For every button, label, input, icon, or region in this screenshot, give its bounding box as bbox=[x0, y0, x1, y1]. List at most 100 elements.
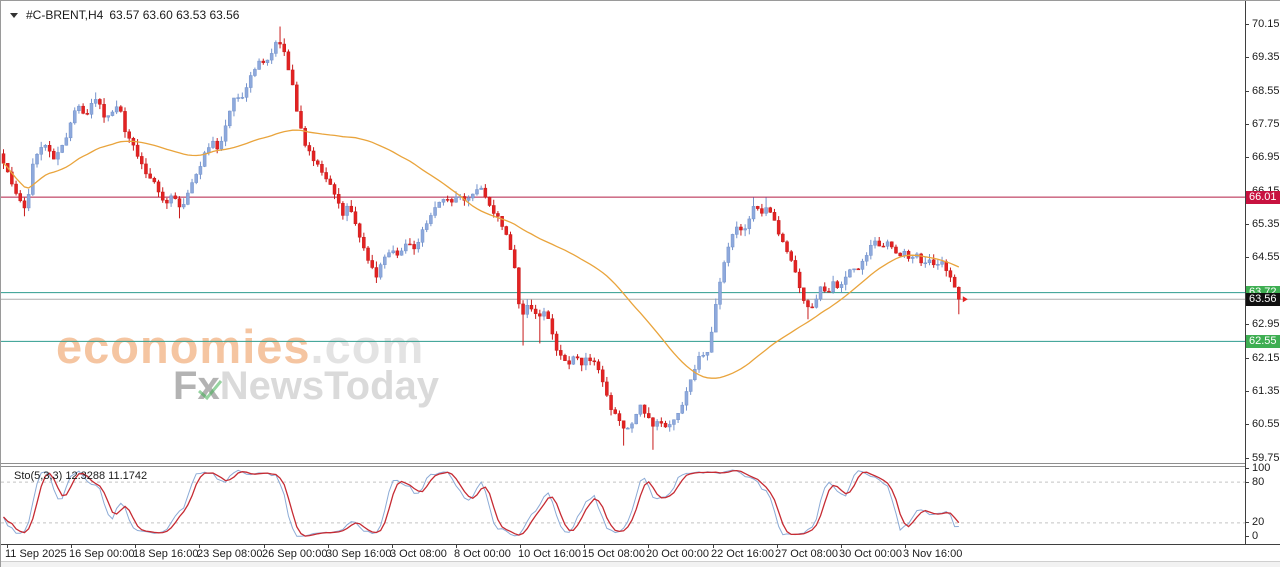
sto-tick-label: 0 bbox=[1252, 530, 1259, 542]
sto-tick bbox=[1245, 536, 1249, 537]
candle-body bbox=[416, 242, 421, 250]
stochastic-label: Sto(5,3,3) 12.3288 11.1742 bbox=[14, 470, 148, 482]
moving-average-line bbox=[3, 129, 960, 379]
panel-separator-top[interactable] bbox=[1, 463, 1280, 464]
time-tick bbox=[713, 544, 714, 548]
candle-body bbox=[169, 195, 173, 204]
candle-body bbox=[630, 423, 634, 429]
price-tick-label: 61.35 bbox=[1252, 384, 1280, 397]
candle-body bbox=[843, 276, 848, 285]
candle-body bbox=[760, 208, 764, 214]
candle-body bbox=[680, 404, 685, 414]
watermark-fxnewstoday: FxNewsToday bbox=[173, 364, 440, 408]
candle-body bbox=[311, 150, 316, 162]
main-price-chart[interactable] bbox=[1, 1, 1245, 463]
candle-body bbox=[827, 290, 831, 293]
candle-body bbox=[269, 53, 274, 61]
panel-separator-bottom[interactable] bbox=[1, 466, 1280, 467]
candle-body bbox=[814, 298, 819, 308]
candle-body bbox=[588, 357, 592, 362]
candle-body bbox=[764, 207, 768, 214]
candle-body bbox=[127, 131, 131, 139]
stochastic-panel[interactable] bbox=[1, 467, 1245, 544]
time-tick-label: 30 Sep 16:00 bbox=[326, 548, 392, 560]
price-tick bbox=[1245, 90, 1249, 92]
candle-body bbox=[433, 207, 437, 216]
candle-body bbox=[173, 195, 178, 199]
candle-body bbox=[718, 281, 722, 305]
candle-body bbox=[395, 250, 400, 256]
time-tick-label: 23 Sep 08:00 bbox=[197, 548, 263, 560]
candle-body bbox=[483, 187, 488, 198]
candle-body bbox=[290, 69, 295, 86]
candle-body bbox=[47, 145, 52, 152]
candle-body bbox=[751, 206, 756, 220]
price-tick bbox=[1245, 257, 1249, 259]
candle-body bbox=[31, 163, 35, 195]
candle-body bbox=[554, 333, 559, 351]
candle-body bbox=[663, 422, 668, 428]
candle-body bbox=[228, 110, 232, 127]
candle-body bbox=[768, 207, 773, 213]
candle-body bbox=[349, 205, 354, 212]
candle-body bbox=[144, 163, 148, 175]
candle-body bbox=[755, 206, 760, 209]
time-tick bbox=[135, 544, 136, 548]
candle-body bbox=[491, 205, 496, 214]
candle-body bbox=[110, 111, 115, 116]
sto-tick bbox=[1245, 481, 1249, 483]
candlestick-series bbox=[1, 26, 961, 450]
sto-tick-label: 20 bbox=[1252, 516, 1265, 529]
candle-body bbox=[341, 203, 345, 216]
candle-body bbox=[240, 97, 245, 99]
candle-body bbox=[202, 152, 207, 167]
candle-body bbox=[559, 350, 563, 356]
candle-body bbox=[584, 357, 588, 366]
candle-body bbox=[500, 216, 504, 227]
price-tick bbox=[1245, 324, 1249, 326]
candle-body bbox=[864, 255, 869, 262]
candle-body bbox=[106, 115, 110, 118]
candle-body bbox=[869, 244, 873, 256]
candle-body bbox=[923, 262, 928, 265]
time-tick bbox=[648, 544, 649, 548]
candle-body bbox=[563, 355, 567, 361]
candle-body bbox=[621, 420, 626, 429]
candle-body bbox=[647, 413, 651, 419]
price-badge-66.01: 66.01 bbox=[1246, 190, 1280, 204]
candle-body bbox=[123, 111, 127, 133]
candle-body bbox=[374, 267, 379, 278]
candle-body bbox=[533, 308, 538, 314]
candle-body bbox=[89, 103, 94, 115]
candle-body bbox=[806, 300, 810, 308]
candle-body bbox=[697, 356, 701, 370]
candle-body bbox=[781, 233, 785, 243]
candle-body bbox=[454, 196, 458, 203]
candle-body bbox=[362, 236, 366, 249]
price-axis[interactable]: 70.1569.3568.5567.7566.9566.1565.3564.55… bbox=[1245, 1, 1280, 544]
candle-body bbox=[223, 125, 228, 142]
candle-body bbox=[890, 241, 894, 248]
candle-body bbox=[776, 220, 781, 235]
time-tick bbox=[777, 544, 778, 548]
candle-body bbox=[831, 281, 835, 292]
candle-body bbox=[332, 184, 337, 195]
candle-body bbox=[429, 215, 433, 224]
candle-body bbox=[303, 128, 307, 146]
candle-body bbox=[948, 270, 953, 278]
candle-body bbox=[885, 241, 890, 247]
time-axis[interactable]: 11 Sep 2025 16 Sep 00:00 18 Sep 16:00 23 Se… bbox=[1, 544, 1280, 561]
candle-body bbox=[860, 260, 865, 270]
candle-body bbox=[98, 99, 102, 105]
candle-body bbox=[735, 226, 739, 235]
candle-body bbox=[802, 287, 806, 301]
candle-body bbox=[957, 287, 961, 300]
dropdown-icon[interactable] bbox=[10, 12, 18, 18]
candle-body bbox=[177, 198, 182, 208]
candle-body bbox=[567, 360, 571, 365]
candle-body bbox=[642, 404, 647, 414]
candle-body bbox=[936, 264, 940, 266]
candle-body bbox=[835, 281, 840, 288]
time-tick-label: 22 Oct 16:00 bbox=[711, 548, 774, 560]
candle-body bbox=[667, 424, 672, 428]
